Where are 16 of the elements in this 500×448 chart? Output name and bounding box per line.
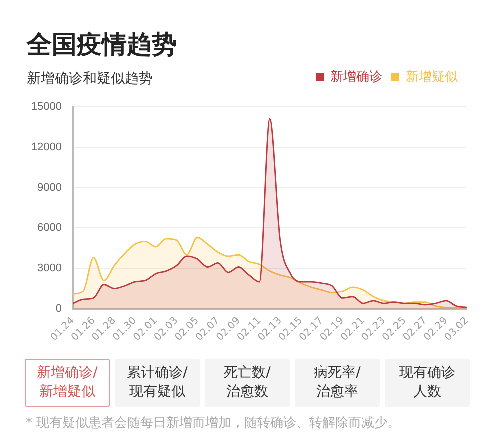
tab-button[interactable]: 死亡数/治愈数: [205, 359, 290, 407]
y-tick-label: 12000: [31, 141, 62, 154]
legend-label: 新增确诊: [330, 70, 382, 85]
tab-button[interactable]: 新增确诊/新增疑似: [25, 359, 110, 407]
chart-title: 全国疫情趋势: [27, 29, 177, 61]
chart-subtitle: 新增确诊和疑似趋势: [27, 70, 153, 88]
y-tick-label: 0: [56, 303, 62, 316]
y-tick-label: 15000: [31, 101, 62, 114]
tab-button[interactable]: 现有确诊人数: [385, 359, 470, 407]
y-tick-label: 6000: [38, 222, 62, 234]
y-tick-label: 9000: [38, 182, 62, 194]
text: * 现有疑似患者会随每日新增而增加，随转确诊、转解除而减少。: [26, 415, 401, 432]
legend-label: 新增疑似: [406, 70, 458, 85]
y-tick-label: 3000: [38, 262, 62, 275]
tab-button[interactable]: 累计确诊/现有疑似: [115, 359, 200, 407]
tab-button[interactable]: 病死率/治愈率: [295, 359, 380, 407]
